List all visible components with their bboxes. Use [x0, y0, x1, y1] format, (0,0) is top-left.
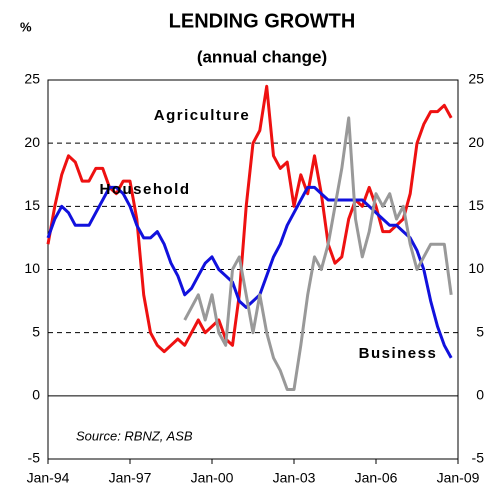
x-tick-label: Jan-94 [27, 470, 70, 486]
y2-tick-label: 5 [476, 323, 484, 339]
x-tick-label: Jan-97 [109, 470, 152, 486]
legend-label: Household [100, 181, 191, 198]
y2-tick-label: -5 [472, 450, 485, 466]
y2-tick-label: 20 [468, 134, 484, 150]
y-tick-label: 25 [24, 71, 40, 87]
plot-frame [47, 79, 459, 460]
y2-tick-label: 0 [476, 387, 484, 403]
chart-title: LENDING GROWTH [169, 10, 356, 32]
y2-tick-label: 10 [468, 260, 484, 276]
x-tick-label: Jan-03 [273, 470, 316, 486]
y-tick-label: 20 [24, 134, 40, 150]
legend-label: Business [359, 345, 438, 362]
series-line [46, 185, 453, 359]
chart-subtitle: (annual change) [197, 47, 327, 66]
x-tick-label: Jan-00 [191, 470, 234, 486]
series-line [183, 116, 453, 391]
y-tick-label: 5 [32, 323, 40, 339]
legend-label: Agriculture [154, 107, 251, 124]
y-tick-label: 10 [24, 260, 40, 276]
x-tick-label: Jan-06 [355, 470, 398, 486]
y-tick-label: -5 [28, 450, 41, 466]
annotation: Source: RBNZ, ASB [76, 428, 193, 443]
y-tick-label: 0 [32, 387, 40, 403]
y2-tick-label: 15 [468, 197, 484, 213]
y-tick-label: 15 [24, 197, 40, 213]
series-line [46, 84, 453, 354]
x-tick-label: Jan-09 [437, 470, 480, 486]
y-axis-label: % [20, 19, 32, 34]
y2-tick-label: 25 [468, 71, 484, 87]
